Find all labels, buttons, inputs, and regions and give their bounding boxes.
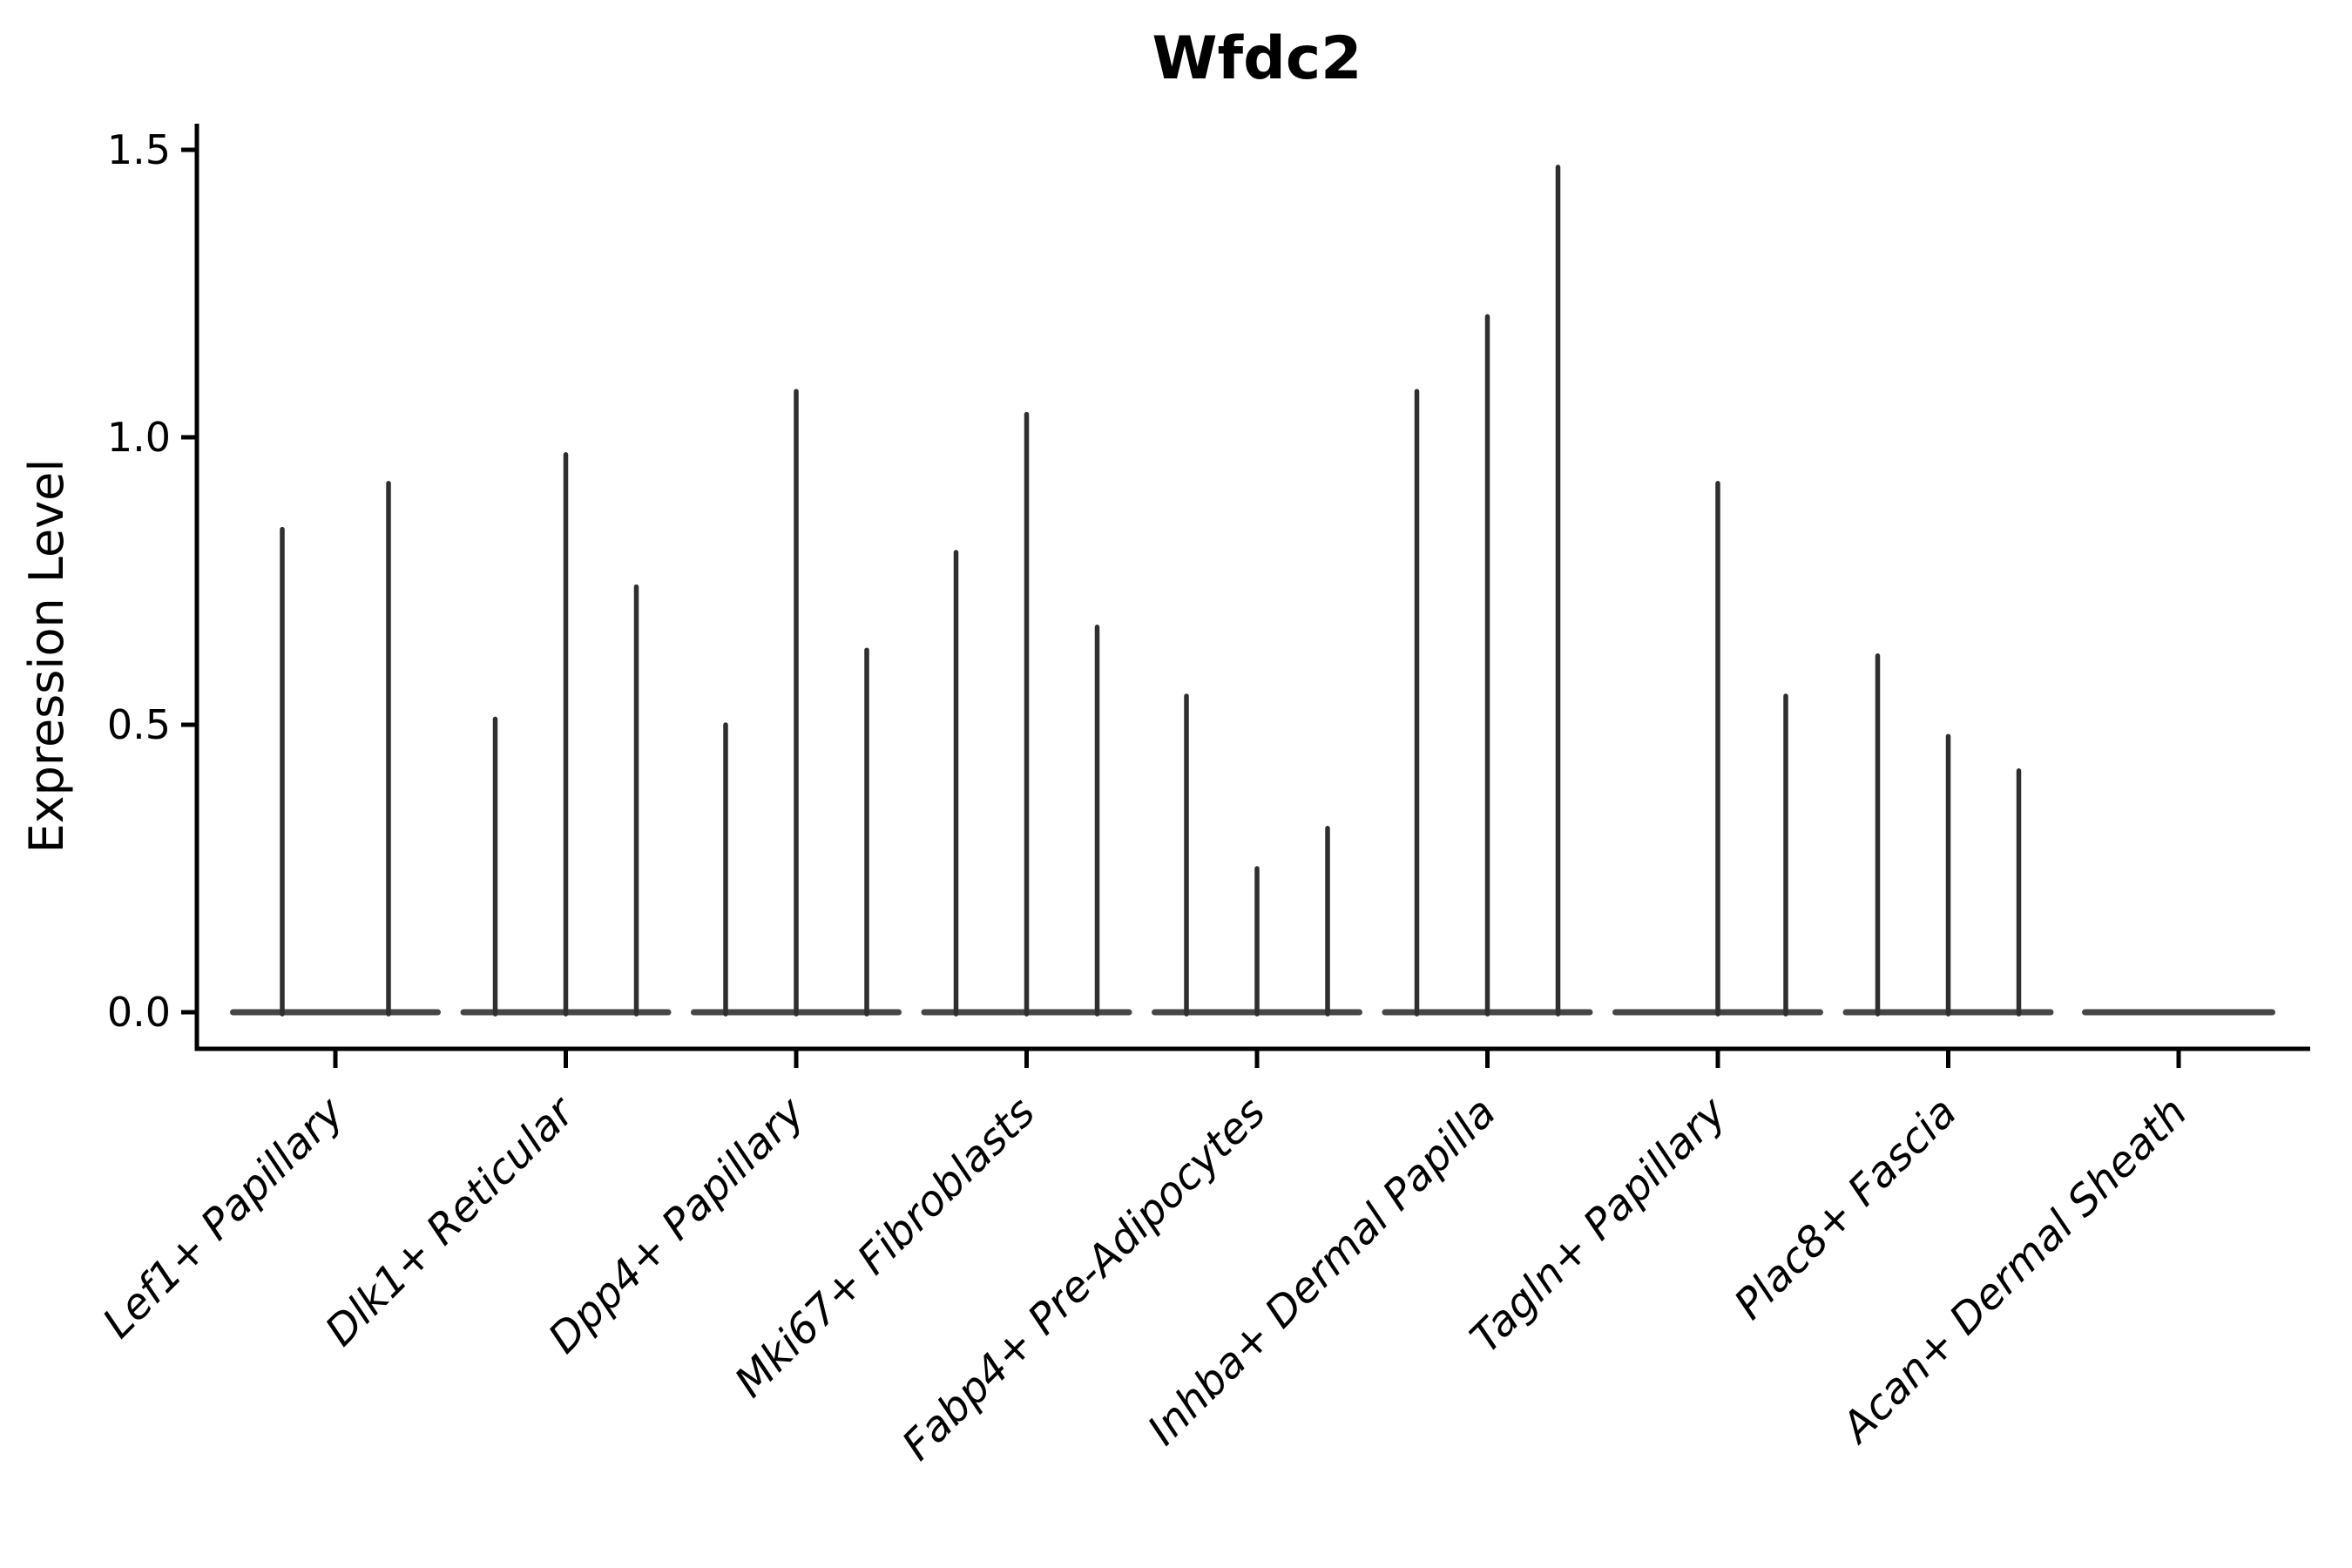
violin-baseline bbox=[2082, 1009, 2275, 1016]
violins-layer bbox=[230, 165, 2275, 1017]
x-tick-label: Fabp4+ Pre-Adipocytes bbox=[893, 1088, 1275, 1470]
y-axis-label: Expression Level bbox=[19, 459, 74, 854]
x-tick-label: Tagln+ Papillary bbox=[1461, 1087, 1736, 1362]
y-tick-label: 1.0 bbox=[107, 414, 171, 461]
violin-baseline bbox=[230, 1009, 441, 1016]
x-tick-label: Plac8+ Fascia bbox=[1725, 1088, 1966, 1329]
y-tick-label: 0.0 bbox=[107, 989, 171, 1036]
x-tick-label: Dlk1+ Reticular bbox=[316, 1086, 586, 1356]
chart-title: Wfdc2 bbox=[1152, 24, 1362, 93]
y-tick-label: 1.5 bbox=[107, 126, 171, 173]
y-tick-label: 0.5 bbox=[107, 701, 171, 748]
x-tick-label: Lef1+ Papillary bbox=[93, 1087, 354, 1348]
x-tick-label: Dpp4+ Papillary bbox=[539, 1087, 814, 1362]
